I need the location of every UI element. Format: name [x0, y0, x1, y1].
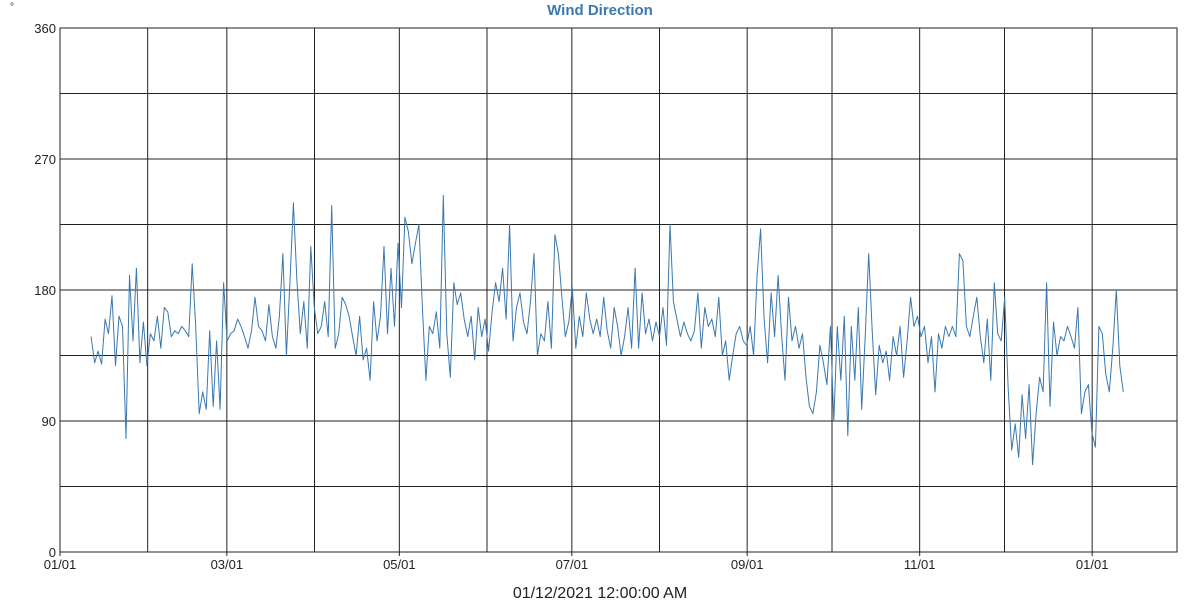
y-tick-label: 90: [42, 414, 56, 429]
series-line: [90, 194, 1124, 466]
y-axis-ticks: 0 90 180 270 360: [34, 21, 56, 560]
y-tick-label: 0: [49, 545, 56, 560]
y-tick-label: 270: [34, 152, 56, 167]
grid: [60, 28, 1177, 552]
x-axis-label: 01/12/2021 12:00:00 AM: [513, 585, 687, 600]
x-tick-label: 07/01: [556, 557, 589, 572]
chart-title: Wind Direction: [547, 2, 653, 19]
x-tick-label: 05/01: [383, 557, 416, 572]
x-tick-label: 01/01: [1076, 557, 1109, 572]
plot-area-border: [59, 27, 1178, 553]
y-axis-unit: °: [10, 2, 14, 13]
y-tick-label: 180: [34, 283, 56, 298]
x-tick-label: 03/01: [211, 557, 244, 572]
x-tick-label: 09/01: [731, 557, 764, 572]
x-tick-label: 11/01: [904, 557, 936, 572]
x-tick-label: 01/01: [44, 557, 77, 572]
x-axis-ticks: 01/01 03/01 05/01 07/01 09/01 11/01 01/01: [44, 552, 1109, 572]
y-tick-label: 360: [34, 21, 56, 36]
